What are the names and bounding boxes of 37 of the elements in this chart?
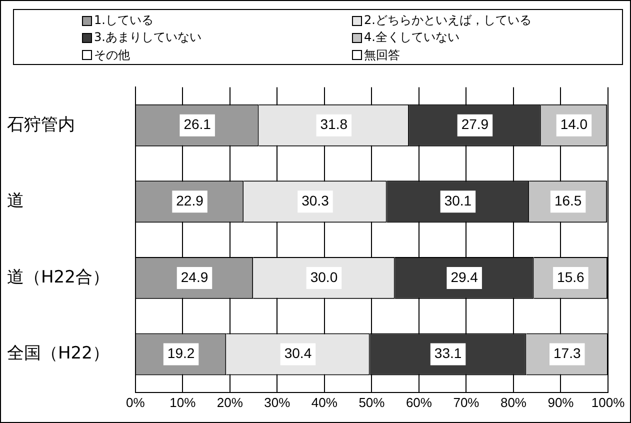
data-label: 15.6 (557, 268, 585, 285)
x-tick-label: 70% (453, 394, 480, 410)
data-label: 14.0 (560, 116, 588, 132)
data-label: 30.3 (302, 192, 330, 209)
legend-label: 無回答 (364, 46, 400, 64)
legend-label: 1.している (94, 12, 154, 30)
x-tick-label: 10% (170, 394, 196, 410)
legend-label: 2.どちらかといえば，している (364, 12, 532, 30)
data-label: 19.2 (167, 345, 195, 362)
data-label: 24.9 (180, 268, 208, 285)
y-tick-label: 石狩管内 (7, 114, 75, 135)
data-label: 30.1 (444, 192, 472, 209)
x-tick-label: 60% (406, 394, 432, 410)
x-tick-label: 90% (548, 394, 574, 410)
x-tick-label: 20% (216, 394, 244, 410)
data-label: 17.3 (553, 345, 581, 362)
x-tick-label: 40% (311, 394, 338, 410)
x-tick-label: 100% (591, 394, 626, 410)
x-tick-label: 30% (264, 394, 291, 410)
data-label: 26.1 (184, 116, 212, 132)
x-tick-label: 0% (126, 394, 146, 410)
data-label: 31.8 (320, 116, 348, 132)
legend-label: その他 (94, 46, 130, 64)
data-label: 29.4 (450, 268, 478, 285)
y-tick-label: 全国（H22） (7, 344, 110, 364)
y-tick-label: 道 (7, 191, 24, 212)
data-label: 33.1 (434, 345, 462, 362)
y-tick-label: 道（H22合） (7, 267, 110, 288)
x-tick-label: 80% (500, 394, 527, 410)
data-label: 30.0 (310, 268, 338, 285)
data-label: 30.4 (284, 345, 312, 362)
data-label: 22.9 (176, 192, 204, 209)
legend-label: 4.全くしていない (364, 29, 460, 46)
data-label: 27.9 (461, 116, 489, 132)
x-tick-label: 50% (358, 394, 386, 410)
data-label: 16.5 (554, 192, 582, 209)
legend-label: 3.あまりしていない (94, 29, 202, 46)
